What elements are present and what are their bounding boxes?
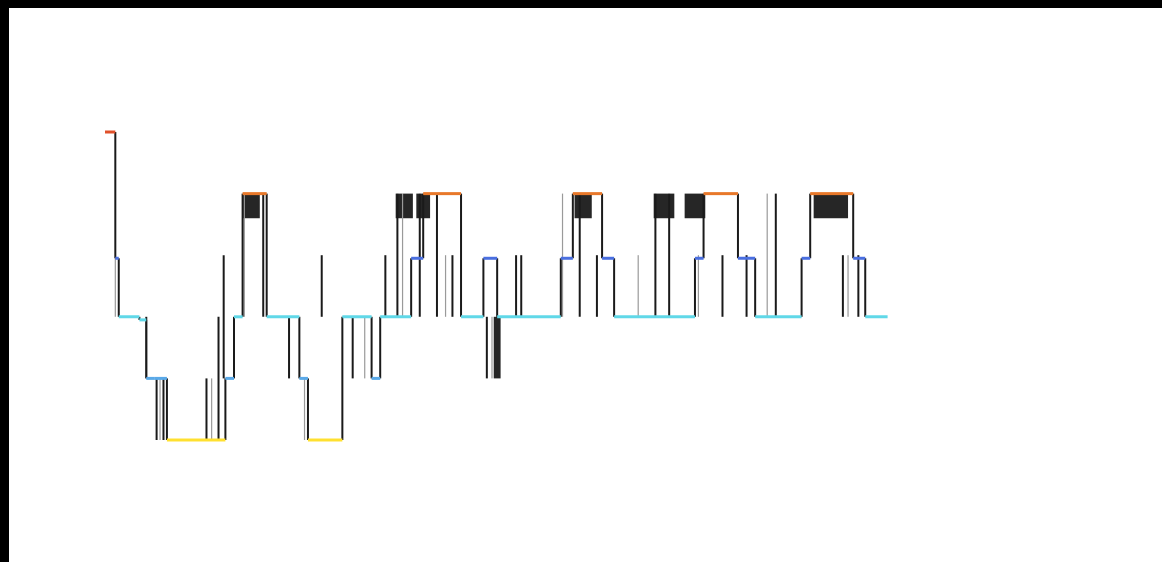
dense-block bbox=[493, 316, 501, 379]
dense-block bbox=[813, 193, 849, 219]
dense-block bbox=[653, 193, 675, 219]
dense-block bbox=[574, 193, 592, 219]
dense-block bbox=[684, 193, 706, 219]
step-trace bbox=[114, 132, 867, 440]
spike-lines bbox=[114, 132, 860, 440]
step-chart bbox=[105, 130, 888, 442]
dense-blocks bbox=[242, 193, 849, 379]
dense-block bbox=[395, 193, 413, 219]
level-lines bbox=[105, 130, 888, 442]
dense-block bbox=[242, 193, 260, 219]
